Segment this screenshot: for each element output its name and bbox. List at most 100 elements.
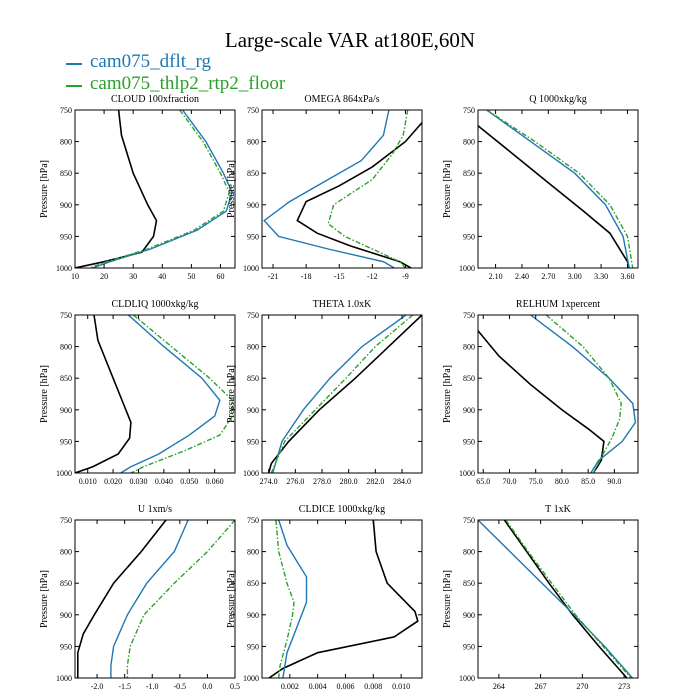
x-tick-label: -9 [402,272,409,281]
x-tick-label: 0.020 [104,477,122,486]
panel: OMEGA 864xPa/s 750 800 850 900 950 1000 -21 -18 -… [226,94,423,281]
y-tick-label: 750 [60,106,72,115]
x-tick-label: -1.5 [118,682,131,691]
x-tick-label: 85.0 [581,477,595,486]
y-tick-label: 850 [247,579,259,588]
x-tick-label: 2.40 [515,272,529,281]
y-tick-label: 1000 [243,469,259,478]
y-tick-label: 850 [60,579,72,588]
x-tick-label: 10 [71,272,79,281]
panel: T 1xK 750 800 850 900 950 1000 264 267 270 273 Pres… [442,504,639,691]
plot-frame [74,519,236,679]
x-tick-label: 282.0 [366,477,384,486]
y-axis-label: Pressure [hPa] [39,365,50,423]
series-line [110,520,189,678]
x-tick-label: 2.10 [489,272,503,281]
series-line [126,520,235,678]
legend-item-dflt: cam075_dflt_rg [66,51,285,73]
x-tick-label: -2.0 [91,682,104,691]
x-tick-label: 0.050 [180,477,198,486]
x-tick-label: 0.060 [206,477,224,486]
y-tick-label: 850 [463,579,475,588]
series-line [503,520,628,678]
y-axis-label: Pressure [hPa] [442,570,453,628]
y-tick-label: 1000 [243,674,259,683]
y-tick-label: 800 [463,138,475,147]
y-tick-label: 800 [463,343,475,352]
y-tick-label: 1000 [56,264,72,273]
x-tick-label: 0.0 [202,682,212,691]
x-tick-label: 273 [618,682,630,691]
x-tick-label: 0.5 [230,682,240,691]
plot-frame [261,519,423,679]
y-tick-label: 1000 [459,674,475,683]
y-tick-label: 800 [247,138,259,147]
x-tick-label: 0.030 [129,477,147,486]
series-line [267,315,422,473]
x-tick-label: 3.30 [594,272,608,281]
panel: Q 1000xkg/kg 750 800 850 900 950 1000 2.10 2.40 2… [442,94,639,281]
panel: U 1xm/s 750 800 850 900 950 1000 -2.0 -1.5 -1.0 -0… [39,504,240,691]
y-tick-label: 750 [463,311,475,320]
series-line [130,315,234,473]
legend-label: cam075_dflt_rg [90,51,212,72]
x-tick-label: 30 [129,272,137,281]
y-tick-label: 950 [60,642,72,651]
series-line [478,330,605,473]
y-axis-label: Pressure [hPa] [39,570,50,628]
plot-frame [74,109,236,269]
y-tick-label: 1000 [243,264,259,273]
y-tick-label: 950 [463,437,475,446]
y-tick-label: 750 [247,516,259,525]
plot-frame [477,109,639,269]
panel: CLDICE 1000xkg/kg 750 800 850 900 950 1000 0.00… [226,504,423,691]
y-tick-label: 1000 [56,674,72,683]
x-tick-label: -18 [301,272,312,281]
series-line [486,110,634,268]
series-line [92,110,233,268]
x-tick-label: 2.70 [541,272,555,281]
panel-title: CLOUD 100xfraction [111,94,199,105]
y-axis-label: Pressure [hPa] [442,160,453,218]
y-tick-label: 800 [60,138,72,147]
y-tick-label: 950 [247,642,259,651]
x-tick-label: 270 [576,682,588,691]
y-tick-label: 750 [60,311,72,320]
y-tick-label: 900 [60,201,72,210]
series-line [270,315,414,473]
y-tick-label: 900 [463,406,475,415]
x-tick-label: 80.0 [555,477,569,486]
x-tick-label: 0.040 [155,477,173,486]
y-tick-label: 800 [247,548,259,557]
legend: cam075_dflt_rg cam075_thlp2_rtp2_floor [66,51,285,95]
x-tick-label: -0.5 [173,682,186,691]
y-tick-label: 750 [463,516,475,525]
y-tick-label: 950 [247,437,259,446]
plot-frame [261,109,423,269]
x-tick-label: 280.0 [340,477,358,486]
y-tick-label: 950 [247,232,259,241]
series-line [296,122,422,268]
y-tick-label: 850 [463,169,475,178]
x-tick-label: 20 [100,272,108,281]
series-line [545,315,622,473]
series-line [275,520,295,678]
x-tick-label: 276.0 [286,477,304,486]
series-line [77,520,167,678]
y-tick-label: 750 [247,106,259,115]
series-line [278,520,308,678]
plot-frame [477,519,639,679]
series-line [120,315,221,473]
x-tick-label: -12 [367,272,378,281]
plot-frame [261,314,423,474]
panel-title: CLDICE 1000xkg/kg [299,504,385,515]
y-tick-label: 950 [60,232,72,241]
x-tick-label: 0.002 [281,682,299,691]
y-axis-label: Pressure [hPa] [226,570,237,628]
legend-label: cam075_thlp2_rtp2_floor [90,73,286,94]
y-tick-label: 800 [60,548,72,557]
series-line [327,110,409,268]
